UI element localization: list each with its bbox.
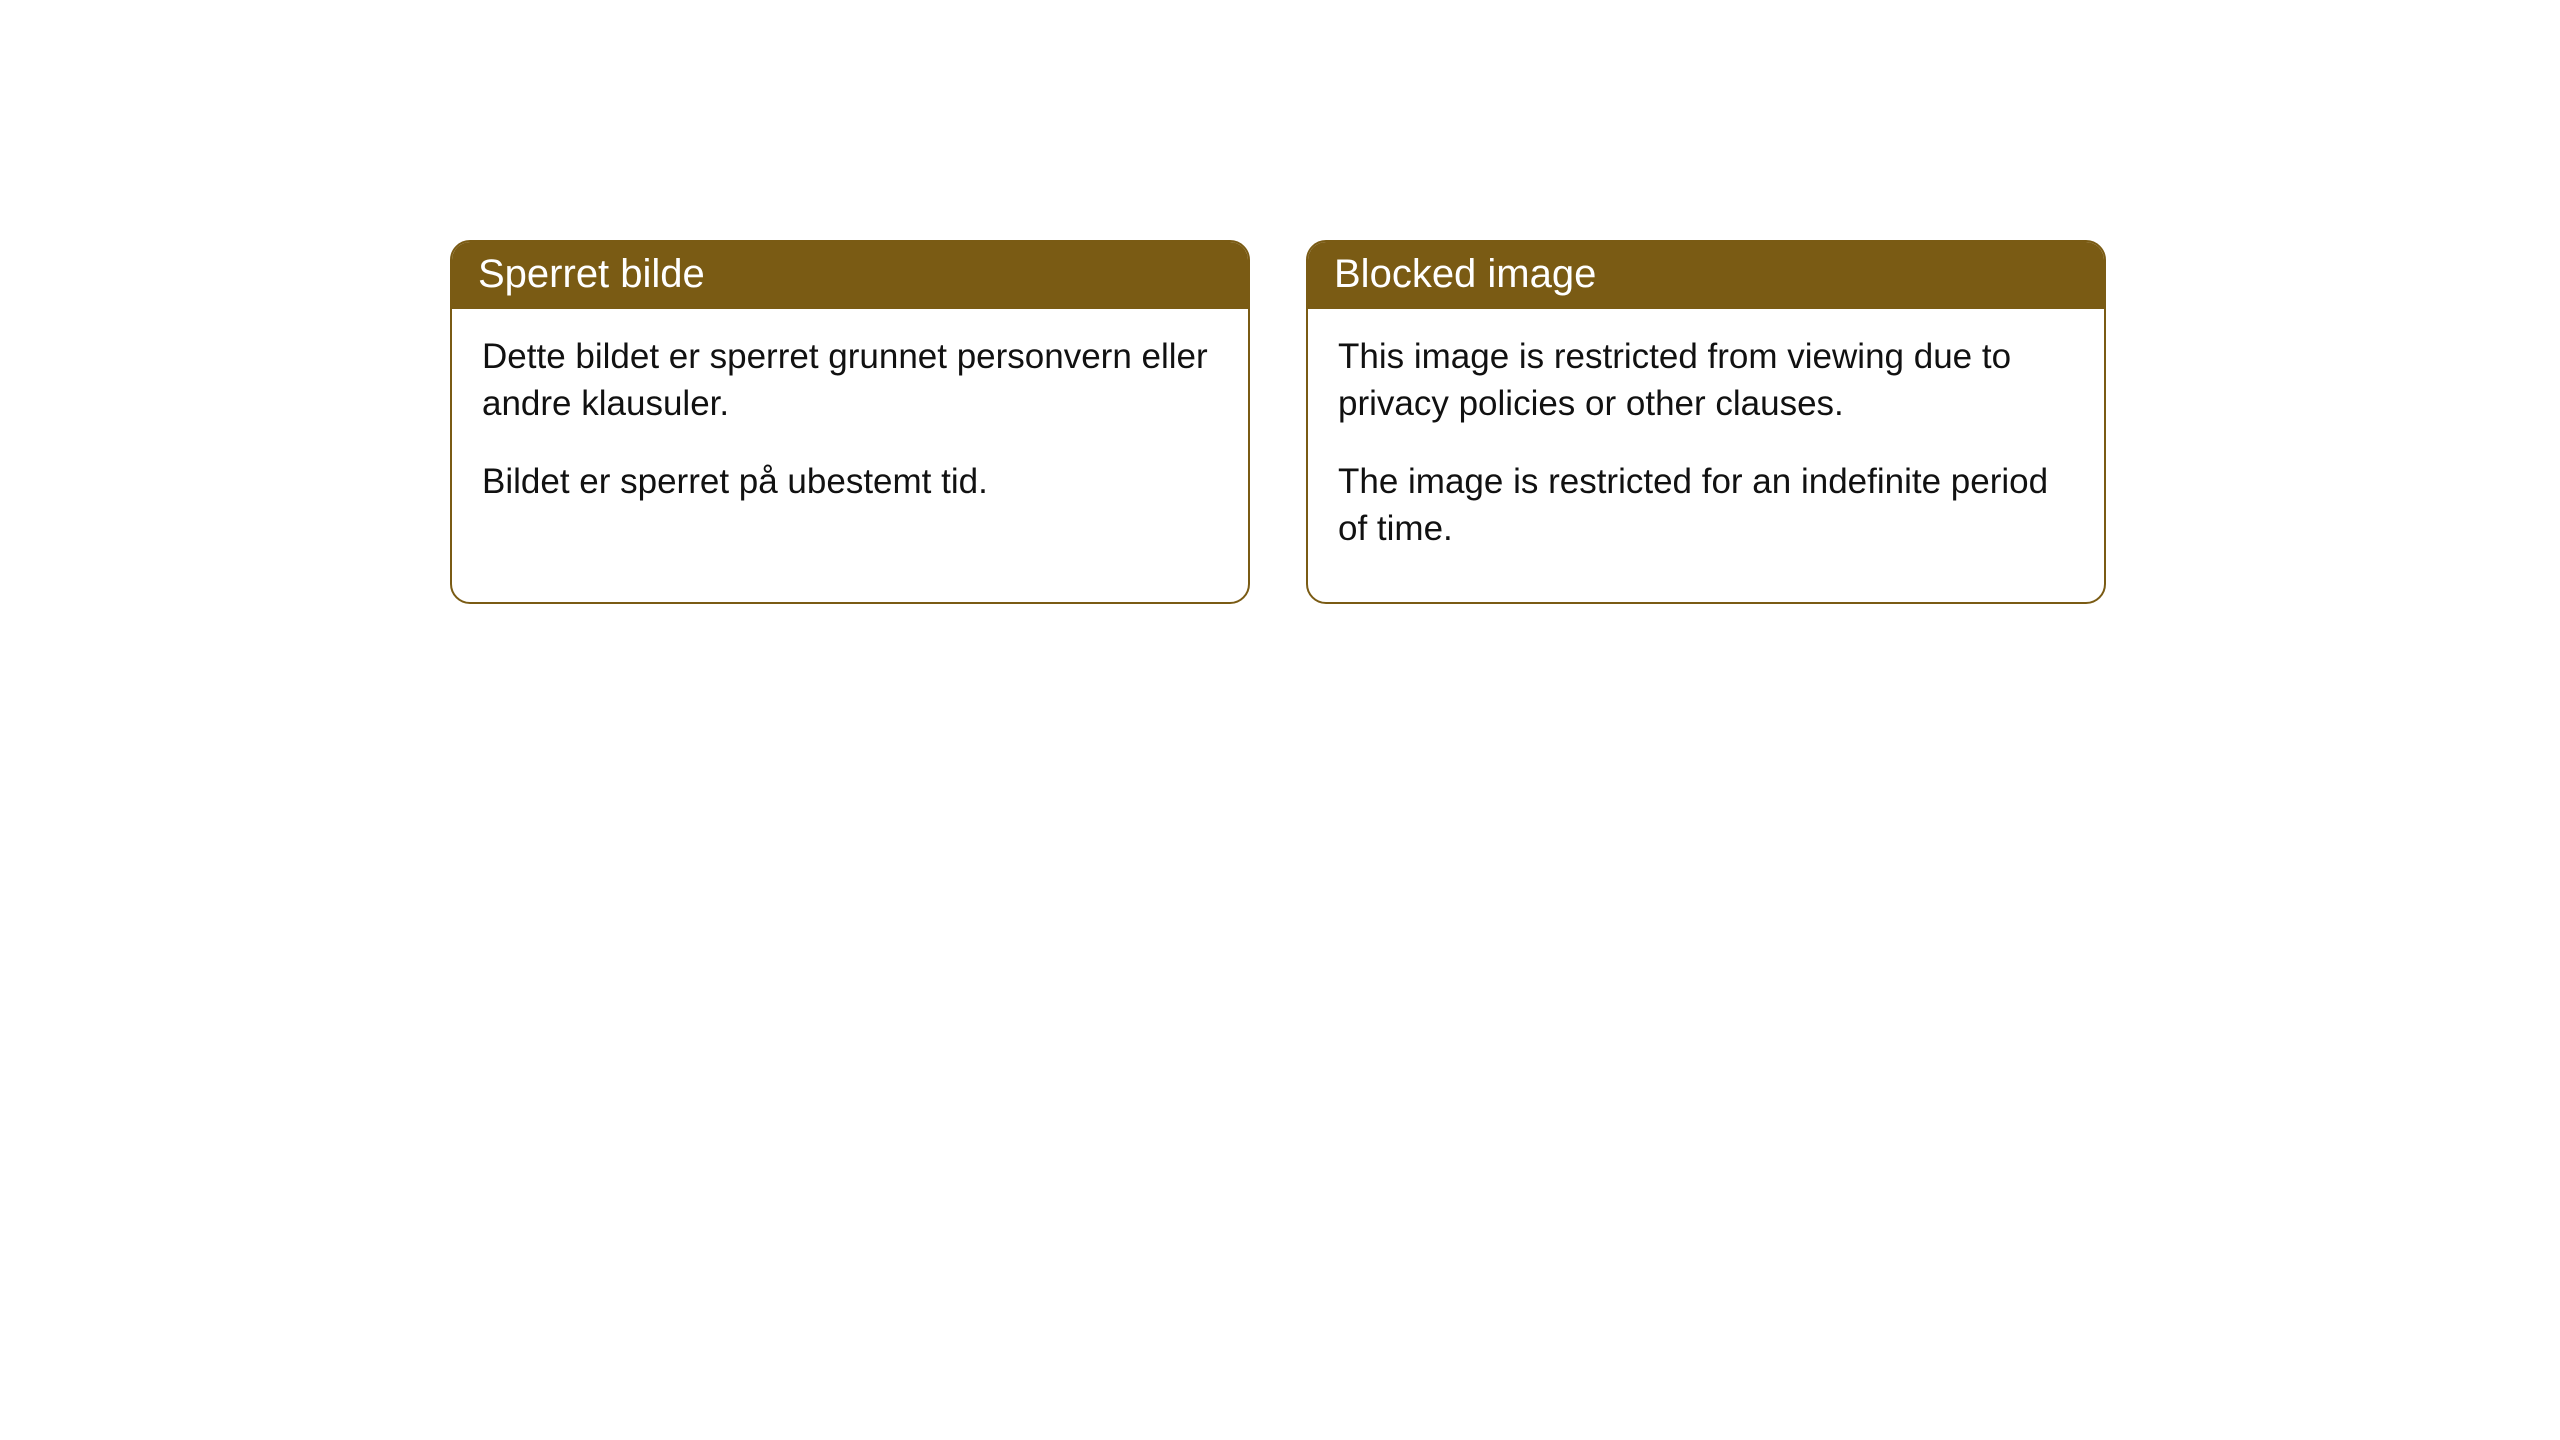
card-body-norwegian: Dette bildet er sperret grunnet personve… [452,309,1248,555]
card-para-norwegian-2: Bildet er sperret på ubestemt tid. [482,458,1218,505]
card-header-norwegian: Sperret bilde [452,242,1248,309]
card-para-norwegian-1: Dette bildet er sperret grunnet personve… [482,333,1218,428]
notice-container: Sperret bilde Dette bildet er sperret gr… [0,0,2560,604]
blocked-image-card-english: Blocked image This image is restricted f… [1306,240,2106,604]
card-para-english-2: The image is restricted for an indefinit… [1338,458,2074,553]
blocked-image-card-norwegian: Sperret bilde Dette bildet er sperret gr… [450,240,1250,604]
card-header-english: Blocked image [1308,242,2104,309]
card-body-english: This image is restricted from viewing du… [1308,309,2104,602]
card-para-english-1: This image is restricted from viewing du… [1338,333,2074,428]
